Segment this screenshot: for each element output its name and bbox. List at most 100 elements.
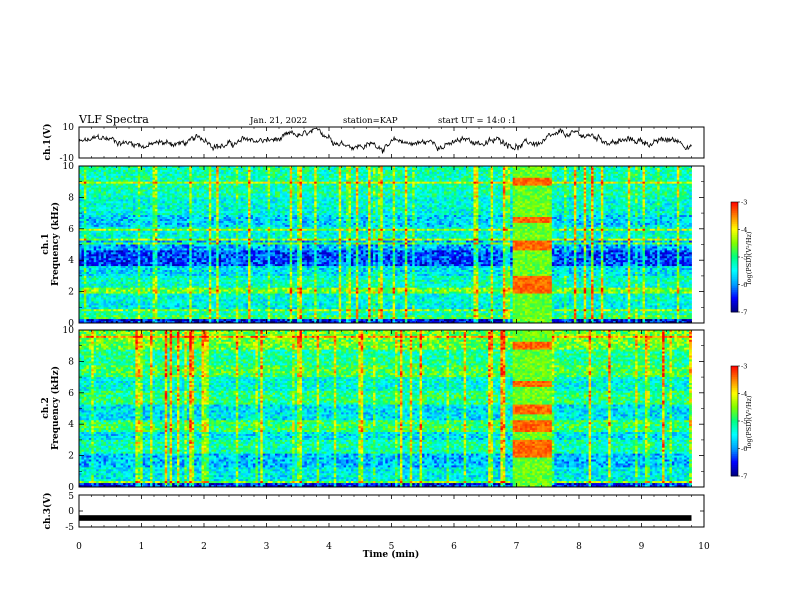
spectrogram-cell [380,175,384,179]
spectrogram-cell [113,179,117,183]
spectrogram-cell [314,179,318,183]
spectrogram-cell [566,167,570,171]
spectrogram-cell [681,171,685,175]
spectrogram-cell [407,173,411,177]
spectrogram-cell [177,166,180,169]
spectrogram-cell [524,169,528,173]
spectrogram-cell [554,173,558,177]
spectrogram-cell [495,169,499,173]
spectrogram-cell [652,175,656,179]
spectrogram-cell [387,179,391,183]
spectrogram-cell [108,179,112,183]
spectrogram-cell [230,181,234,185]
spectrogram-cell [157,171,161,175]
spectrogram-cell [610,173,614,177]
spectrogram-cell [583,175,587,179]
spectrogram-cell [471,167,474,171]
spectrogram-cell [466,177,469,181]
spectrogram-cell [642,171,646,175]
spectrogram-cell [243,171,246,175]
spectrogram-cell [223,173,227,177]
spectrogram-cell [377,167,381,171]
spectrogram-cell [147,167,151,171]
spectrogram-cell [206,169,210,173]
spectrogram-cell [461,179,465,183]
spectrogram-cell [497,179,501,183]
spectrogram-cell [294,167,298,171]
spectrogram-cell [377,175,381,179]
spectrogram-cell [412,166,416,169]
spectrogram-cell [147,179,151,183]
spectrogram-cell [91,169,95,173]
spectrogram-cell [422,179,425,183]
spectrogram-cell [598,169,602,173]
spectrogram-cell [446,171,450,175]
spectrogram-cell [679,173,683,177]
spectrogram-cell [228,177,232,181]
spectrogram-cell [331,175,335,179]
spectrogram-cell [429,167,433,171]
spectrogram-cell [348,175,352,179]
spectrogram-cell [110,167,114,171]
spectrogram-cell [265,177,269,181]
spectrogram-cell [657,179,661,183]
spectrogram-cell [132,173,136,177]
spectrogram-cell [681,167,685,171]
spectrogram-cell [571,173,575,177]
spectrogram-cell [267,179,271,183]
spectrogram-cell [98,166,102,169]
spectrogram-cell [659,179,663,183]
spectrogram-cell [181,169,185,173]
spectrogram-cell [221,166,224,169]
spectrogram-cell [446,166,450,169]
spectrogram-cell [556,173,560,177]
spectrogram-cell [279,167,283,171]
spectrogram-cell [284,175,288,179]
spectrogram-cell [502,179,506,183]
spectrogram-cell [257,179,261,183]
spectrogram-cell [125,173,129,177]
spectrogram-cell [201,171,205,175]
spectrogram-cell [502,177,506,181]
spectrogram-cell [466,179,469,183]
spectrogram-cell [179,181,183,185]
spectrogram-cell [213,166,217,169]
spectrogram-cell [387,175,391,179]
spectrogram-cell [103,169,107,173]
spectrogram-cell [534,177,538,181]
spectrogram-cell [157,175,161,179]
spectrogram-cell [608,171,612,175]
spectrogram-cell [105,169,109,173]
spectrogram-cell [566,169,570,173]
spectrogram-cell [654,175,658,179]
spectrogram-cell [510,179,514,183]
spectrogram-cell [179,171,183,175]
spectrogram-cell [130,169,134,173]
spectrogram-cell [522,177,526,181]
spectrogram-cell [120,175,124,179]
spectrogram-cell [167,166,171,169]
spectrogram-cell [422,169,425,173]
spectrogram-cell [189,166,193,169]
spectrogram-cell [152,179,156,183]
spectrogram-cell [640,169,643,173]
spectrogram-cell [142,171,146,175]
spectrogram-cell [671,175,675,179]
spectrogram-cell [588,169,592,173]
spectrogram-cell [657,171,661,175]
spectrogram-cell [324,171,327,175]
spectrogram-cell [635,171,638,175]
spectrogram-cell [620,175,624,179]
spectrogram-cell [81,167,85,171]
spectrogram-cell [463,169,467,173]
spectrogram-cell [603,177,607,181]
spectrogram-cell [483,179,487,183]
spectrogram-cell [123,177,126,181]
spectrogram-cell [409,175,413,179]
spectrogram-cell [493,173,496,177]
spectrogram-cell [96,175,99,179]
spectrogram-cell [154,167,158,171]
date-label: Jan. 21, 2022 [249,116,307,126]
spectrogram-cell [647,171,651,175]
spectrogram-cell [493,171,496,175]
